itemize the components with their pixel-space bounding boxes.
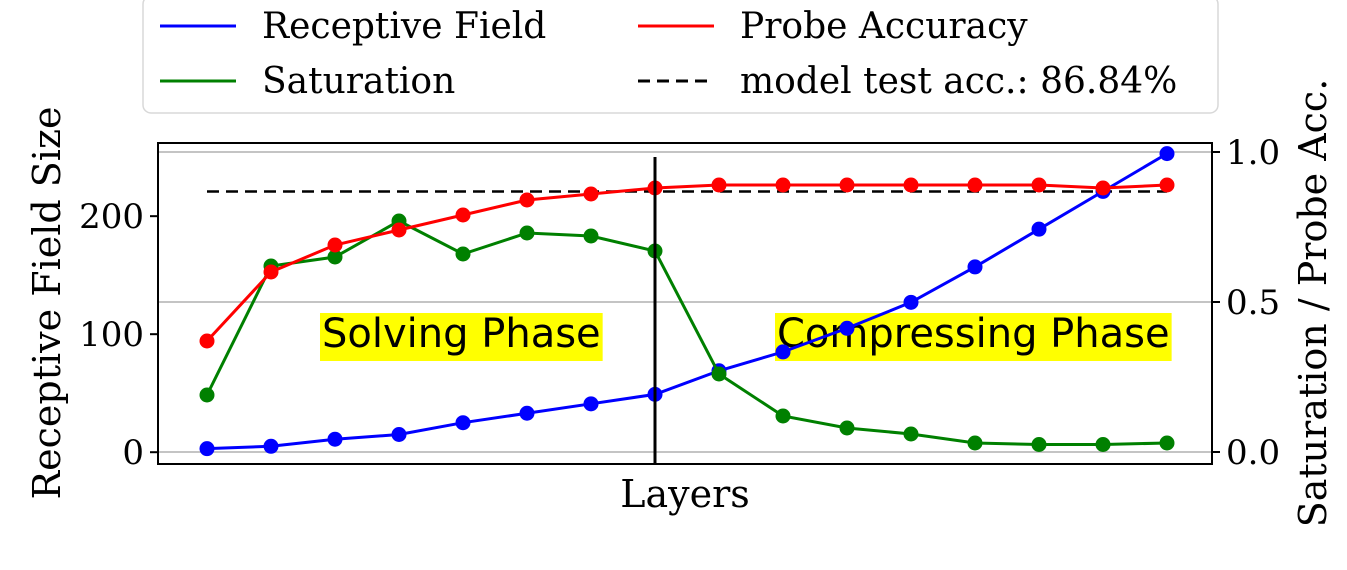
receptive-field-point [519,405,535,421]
probe-accuracy-point [583,186,599,202]
saturation-point [1095,437,1111,452]
receptive-field-point [967,259,983,275]
receptive-field-point [391,426,407,442]
probe-accuracy-point [199,333,215,349]
right-axis-ticks: 0.0 0.5 1.0 [1212,133,1280,473]
plot-frame [157,142,1213,465]
saturation-point [519,225,535,241]
right-tick-label: 1.0 [1226,133,1280,173]
probe-accuracy-point [839,177,855,193]
receptive-field-line [206,152,1168,451]
receptive-field-point [199,441,215,457]
receptive-field-point [903,294,919,310]
left-tick-label: 0 [122,433,144,473]
probe-accuracy-point [1159,177,1175,193]
legend-label-saturation: Saturation [262,61,455,102]
left-y-axis-label: Receptive Field Size [25,107,69,500]
probe-accuracy-point [455,207,471,223]
left-tick-label: 100 [79,315,144,355]
saturation-point [775,408,791,424]
left-tick-label: 200 [79,197,144,237]
left-axis-ticks: 0 100 200 [79,197,158,473]
probe-accuracy-point [903,177,919,193]
compressing-phase-highlight [775,313,1172,361]
probe-accuracy-point [263,264,279,280]
probe-accuracy-point [1095,180,1111,196]
solving-phase-annotation: Solving Phase [320,311,603,361]
receptive-field-point [839,320,855,336]
right-tick-label: 0.5 [1226,283,1280,323]
probe-accuracy-point [775,177,791,193]
saturation-point [455,246,471,262]
probe-accuracy-point [327,237,343,253]
probe-accuracy-point [967,177,983,193]
legend-label-model-test-acc: model test acc.: 86.84% [740,61,1177,102]
series-layer [199,146,1175,457]
x-axis-label: Layers [620,472,750,516]
probe-accuracy-point [391,222,407,238]
legend-label-probe-accuracy: Probe Accuracy [740,6,1028,47]
receptive-field-point [583,396,599,412]
saturation-point [583,228,599,244]
saturation-point [839,420,855,436]
receptive-field-point [775,344,791,360]
saturation-point [199,387,215,403]
probe-accuracy-point [519,192,535,208]
compressing-phase-label: Compressing Phase [777,311,1170,357]
receptive-field-point [327,431,343,447]
saturation-point [1031,437,1047,452]
receptive-field-point [1159,146,1175,162]
saturation-point [903,426,919,442]
right-y-axis-label: Saturation / Probe Acc. [1291,79,1335,528]
legend: Receptive Field Saturation Probe Accurac… [142,0,1219,114]
right-tick-label: 0.0 [1226,433,1280,473]
receptive-field-point [263,438,279,454]
grid-lines [158,151,1212,453]
compressing-phase-annotation: Compressing Phase [775,311,1172,361]
solving-phase-highlight [320,313,603,361]
saturation-point [711,366,727,382]
saturation-point [967,435,983,451]
saturation-point [327,249,343,265]
probe-accuracy-point [1031,177,1047,193]
saturation-point [1159,435,1175,451]
probe-accuracy-line [205,183,1168,343]
legend-frame [142,0,1219,114]
solving-phase-label: Solving Phase [322,311,601,357]
legend-label-receptive-field: Receptive Field [262,6,546,47]
receptive-field-point [1031,221,1047,237]
receptive-field-point [455,415,471,431]
probe-accuracy-point [711,177,727,193]
